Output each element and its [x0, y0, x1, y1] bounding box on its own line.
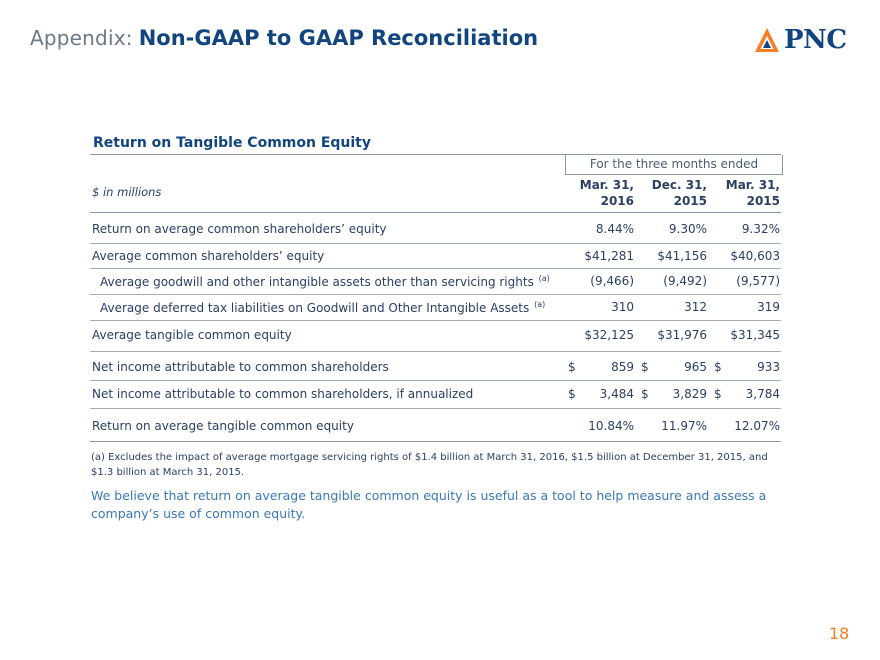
- header-divider: [90, 212, 781, 213]
- table-row: Net income attributable to common shareh…: [90, 384, 781, 406]
- cell-value: (9,492): [663, 274, 707, 288]
- cell-value: (9,466): [590, 274, 634, 288]
- cell-value: $3,829: [641, 387, 707, 401]
- footnote-marker: (a): [538, 274, 550, 283]
- row-label: Average deferred tax liabilities on Good…: [100, 300, 545, 315]
- footnote: (a) Excludes the impact of average mortg…: [91, 452, 768, 478]
- header-prefix: Appendix:: [30, 26, 133, 50]
- row-divider: [90, 243, 781, 244]
- cell-value: $32,125: [584, 328, 634, 342]
- cell-value: 312: [684, 300, 707, 314]
- cell-value: $31,345: [730, 328, 780, 342]
- section-title: Return on Tangible Common Equity: [93, 135, 372, 151]
- table-row: Average deferred tax liabilities on Good…: [90, 297, 781, 319]
- column-header: Mar. 31, 2016: [568, 177, 634, 209]
- row-label: Average common shareholders’ equity: [92, 249, 325, 263]
- page-title: Non-GAAP to GAAP Reconciliation: [138, 26, 539, 50]
- cell-value: $3,484: [568, 387, 634, 401]
- row-divider: [90, 380, 781, 381]
- cell-value: 310: [611, 300, 634, 314]
- cell-value: $40,603: [730, 249, 780, 263]
- column-header-line2: 2015: [746, 194, 780, 208]
- row-label: Average tangible common equity: [92, 328, 292, 342]
- cell-value: 11.97%: [661, 419, 707, 433]
- footnote-marker: (a): [534, 300, 546, 309]
- row-label: Net income attributable to common shareh…: [92, 360, 389, 374]
- table-row: Average tangible common equity $32,125 $…: [90, 325, 781, 347]
- table-row: Return on average tangible common equity…: [90, 416, 781, 438]
- cell-value: 9.32%: [741, 222, 780, 236]
- statement-text: We believe that return on average tangib…: [91, 488, 767, 521]
- column-header-line2: 2015: [673, 194, 707, 208]
- column-header-line1: Mar. 31,: [579, 178, 634, 192]
- cell-value: 10.84%: [588, 419, 634, 433]
- row-label: Return on average common shareholders’ e…: [92, 222, 387, 236]
- row-divider: [90, 294, 781, 295]
- cell-value: $41,281: [584, 249, 634, 263]
- cell-value: $31,976: [657, 328, 707, 342]
- cell-value: 9.30%: [668, 222, 707, 236]
- row-divider: [90, 351, 781, 352]
- period-header: For the three months ended: [565, 155, 783, 175]
- table-row: Return on average common shareholders’ e…: [90, 219, 781, 241]
- cell-value: 319: [757, 300, 780, 314]
- cell-value: (9,577): [736, 274, 780, 288]
- row-label: Average goodwill and other intangible as…: [100, 274, 550, 289]
- column-header-line1: Mar. 31,: [725, 178, 780, 192]
- table-row: Average common shareholders’ equity $41,…: [90, 246, 781, 268]
- row-divider: [90, 408, 781, 409]
- cell-value: $859: [568, 360, 634, 374]
- column-header: Dec. 31, 2015: [641, 177, 707, 209]
- page-header: Appendix: Non-GAAP to GAAP Reconciliation: [30, 26, 538, 50]
- cell-value: $965: [641, 360, 707, 374]
- cell-value: $3,784: [714, 387, 780, 401]
- pnc-triangle-logo-icon: [755, 28, 779, 52]
- column-header-line2: 2016: [600, 194, 634, 208]
- table-row: Net income attributable to common shareh…: [90, 357, 781, 379]
- reconciliation-table: $ in millions For the three months ended…: [90, 154, 783, 442]
- logo-text: PNC: [784, 25, 847, 55]
- row-label-text: Average goodwill and other intangible as…: [100, 275, 534, 289]
- table-row: Average goodwill and other intangible as…: [90, 271, 781, 293]
- units-label: $ in millions: [92, 185, 162, 199]
- row-label: Return on average tangible common equity: [92, 419, 354, 433]
- page-number: 18: [829, 624, 850, 643]
- column-header: Mar. 31, 2015: [714, 177, 780, 209]
- row-divider: [90, 268, 781, 269]
- row-divider: [90, 320, 781, 321]
- cell-value: $41,156: [657, 249, 707, 263]
- cell-value: 8.44%: [595, 222, 634, 236]
- row-label-text: Average deferred tax liabilities on Good…: [100, 301, 530, 315]
- cell-value: $933: [714, 360, 780, 374]
- column-header-line1: Dec. 31,: [651, 178, 707, 192]
- cell-value: 12.07%: [734, 419, 780, 433]
- row-label: Net income attributable to common shareh…: [92, 387, 474, 401]
- pnc-logo: PNC: [754, 24, 847, 56]
